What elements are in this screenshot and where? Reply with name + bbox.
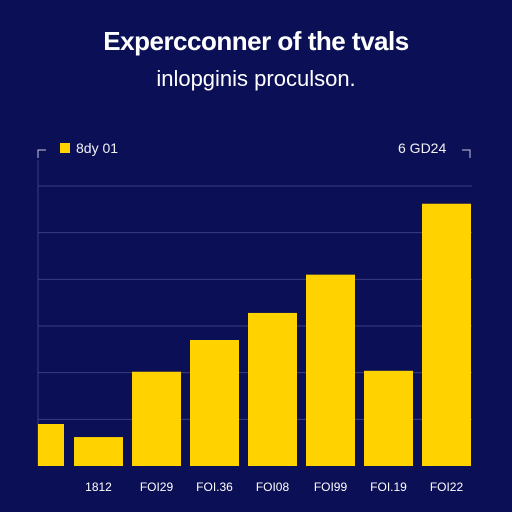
legend-swatch xyxy=(60,143,70,153)
legend-left-label: 8dy 01 xyxy=(76,140,119,156)
x-tick-label-4: FOI99 xyxy=(314,480,348,494)
legend-right-label: 6 GD24 xyxy=(398,140,447,156)
bar-2 xyxy=(190,340,239,466)
x-tick-label-3: FOI08 xyxy=(256,480,290,494)
bar-0 xyxy=(74,437,123,466)
x-tick-label-5: FOI.19 xyxy=(370,480,407,494)
axis-bracket-left xyxy=(37,149,46,158)
x-tick-label-0: 1812 xyxy=(85,480,112,494)
x-tick-label-1: FOI29 xyxy=(140,480,174,494)
x-tick-label-6: FOI22 xyxy=(430,480,464,494)
bar-5 xyxy=(364,370,413,466)
x-tick-label-2: FOI.36 xyxy=(196,480,233,494)
chart-subtitle: inlopginis proculson. xyxy=(156,66,356,91)
bar-3 xyxy=(248,312,297,466)
axis-bracket-right xyxy=(462,149,471,158)
bar-4 xyxy=(306,274,355,466)
bar-partial xyxy=(38,424,64,466)
chart-title: Expercconner of the tvals xyxy=(103,26,409,56)
bar-6 xyxy=(422,203,471,466)
bar-1 xyxy=(132,371,181,466)
legend-left: 8dy 01 xyxy=(60,140,118,156)
